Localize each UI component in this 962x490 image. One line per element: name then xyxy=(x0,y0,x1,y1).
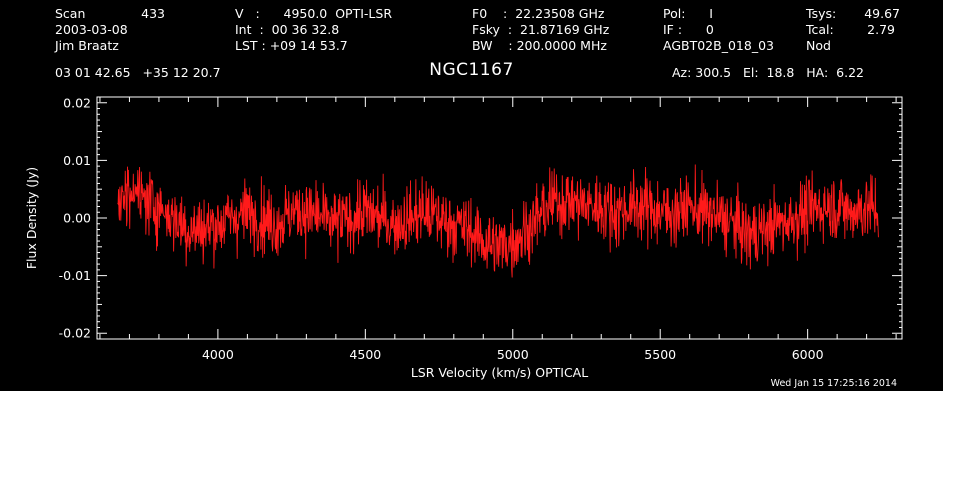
if-number: IF : 0 xyxy=(663,22,714,37)
tsys-value: 49.67 xyxy=(864,6,900,21)
velocity-readout: V : 4950.0 OPTI-LSR xyxy=(235,6,393,21)
polarization: Pol: I xyxy=(663,6,713,21)
bandwidth: BW : 200.0000 MHz xyxy=(472,38,607,53)
observation-date: 2003-03-08 xyxy=(55,22,128,37)
observing-mode: Nod xyxy=(806,38,831,53)
spectrum-plot-window: Scan 433 2003-03-08 Jim Braatz V : 4950.… xyxy=(0,0,943,391)
x-tick-label: 5500 xyxy=(644,347,676,362)
spectrum-series-layer xyxy=(117,164,879,278)
y-axis-title: Flux Density (Jy) xyxy=(24,167,39,269)
project-id: AGBT02B_018_03 xyxy=(663,38,774,53)
y-tick-label: -0.02 xyxy=(59,326,91,341)
plot-timestamp: Wed Jan 15 17:25:16 2014 xyxy=(770,378,897,389)
tsys-label: Tsys: xyxy=(806,6,837,21)
tcal-label: Tcal: xyxy=(806,22,834,37)
tcal-value: 2.79 xyxy=(867,22,895,37)
pointing-readout: Az: 300.5 El: 18.8 HA: 6.22 xyxy=(672,65,865,80)
integration-time: Int : 00 36 32.8 xyxy=(235,22,340,37)
observer-name: Jim Braatz xyxy=(55,38,119,53)
scan-number: 433 xyxy=(141,6,165,21)
scan-label: Scan xyxy=(55,6,86,21)
x-tick-label: 5000 xyxy=(497,347,529,362)
source-coordinates: 03 01 42.65 +35 12 20.7 xyxy=(55,65,221,80)
y-tick-label: -0.01 xyxy=(59,268,91,283)
y-tick-label: 0.01 xyxy=(63,153,91,168)
x-tick-label: 6000 xyxy=(792,347,824,362)
spectrum-chart: 4000 4500 5000 5500 6000 -0.02 -0.01 0.00 0.01 0.… xyxy=(24,95,903,380)
sky-frequency: Fsky : 21.87169 GHz xyxy=(472,22,610,37)
rest-frequency: F0 : 22.23508 GHz xyxy=(472,6,605,21)
x-tick-label: 4000 xyxy=(202,347,234,362)
lst-readout: LST : +09 14 53.7 xyxy=(235,38,348,53)
axes-layer: 4000 4500 5000 5500 6000 -0.02 -0.01 0.00 0.01 0.… xyxy=(59,95,902,362)
x-tick-label: 4500 xyxy=(349,347,381,362)
x-axis-title: LSR Velocity (km/s) OPTICAL xyxy=(411,365,588,380)
y-tick-label: 0.00 xyxy=(63,211,91,226)
chart-title: NGC1167 xyxy=(429,60,514,80)
spectrum-line xyxy=(117,164,879,278)
y-tick-label: 0.02 xyxy=(63,95,91,110)
